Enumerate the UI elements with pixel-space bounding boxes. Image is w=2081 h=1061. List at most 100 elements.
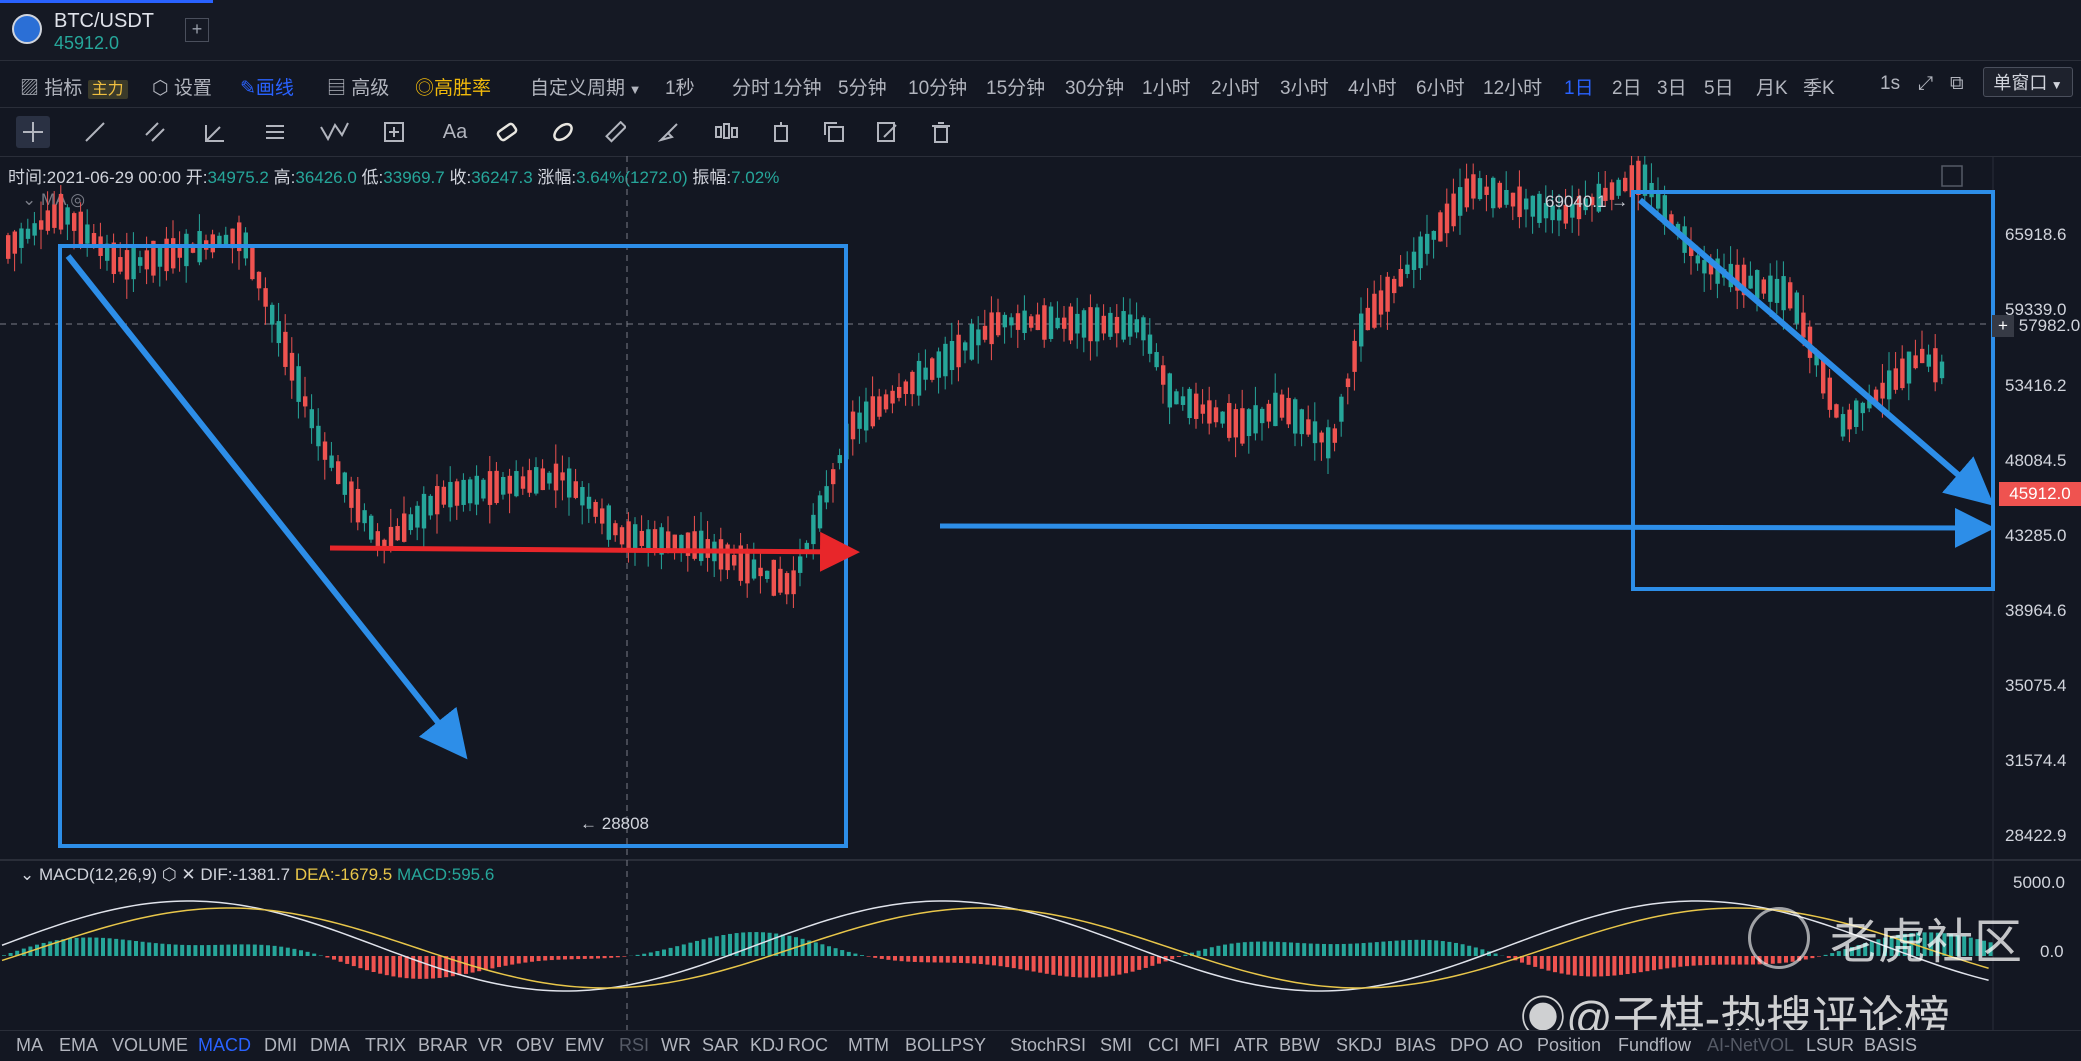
indicator-bbw[interactable]: BBW — [1279, 1035, 1320, 1056]
copy-icon[interactable] — [817, 116, 851, 148]
brush-icon[interactable] — [652, 116, 686, 148]
indicator-obv[interactable]: OBV — [516, 1035, 554, 1056]
custom-period-dropdown[interactable]: 自定义周期 ▼ — [530, 73, 642, 100]
collapse-icon[interactable]: ⌄ — [20, 865, 39, 884]
candle-body — [897, 387, 901, 398]
text-icon[interactable]: Aa — [438, 116, 472, 148]
indicator-dma[interactable]: DMA — [310, 1035, 350, 1056]
period-11[interactable]: 6小时 — [1416, 73, 1465, 100]
indicator-position[interactable]: Position — [1537, 1035, 1601, 1056]
win-rate-button[interactable]: ◎高胜率 — [415, 73, 491, 100]
support-arrow-blue[interactable] — [940, 526, 1985, 528]
parallel-lines-icon[interactable] — [138, 116, 172, 148]
main-force-tag[interactable]: 主力 — [88, 80, 128, 99]
draw-button[interactable]: ✎画线 — [240, 73, 294, 100]
indicator-cci[interactable]: CCI — [1148, 1035, 1179, 1056]
indicator-lsur[interactable]: LSUR — [1806, 1035, 1854, 1056]
period-13[interactable]: 1日 — [1564, 73, 1594, 100]
indicator-rsi[interactable]: RSI — [619, 1035, 649, 1056]
seconds-button[interactable]: 1s — [1880, 73, 1900, 95]
close-icon[interactable]: ✕ — [181, 865, 195, 884]
expand-icon[interactable] — [1942, 166, 1962, 186]
trash-icon[interactable] — [924, 116, 958, 148]
indicator-ma[interactable]: MA — [16, 1035, 43, 1056]
indicator-dmi[interactable]: DMI — [264, 1035, 297, 1056]
settings-button[interactable]: ⬡ 设置 — [152, 73, 212, 100]
advanced-button[interactable]: ▤ 高级 — [327, 73, 389, 100]
macd-bar — [1302, 943, 1306, 956]
screenshot-icon[interactable]: ⧉ — [1950, 73, 1964, 95]
indicator-basis[interactable]: BASIS — [1864, 1035, 1917, 1056]
indicator-dpo[interactable]: DPO — [1450, 1035, 1489, 1056]
indicator-stochrsi[interactable]: StochRSI — [1010, 1035, 1086, 1056]
position-icon[interactable] — [764, 116, 798, 148]
trend-arrow-left[interactable] — [68, 256, 460, 750]
indicator-atr[interactable]: ATR — [1234, 1035, 1269, 1056]
period-8[interactable]: 2小时 — [1211, 73, 1260, 100]
indicator-wr[interactable]: WR — [661, 1035, 691, 1056]
period-9[interactable]: 3小时 — [1280, 73, 1329, 100]
indicators-button[interactable]: ▨ 指标 主力 — [20, 73, 128, 100]
period-7[interactable]: 1小时 — [1142, 73, 1191, 100]
indicator-roc[interactable]: ROC — [788, 1035, 828, 1056]
price-chart[interactable]: 69040.1 → ← 28808 5000.0 0.0 — [0, 156, 2081, 1030]
pattern-icon[interactable] — [710, 116, 744, 148]
indicator-kdj[interactable]: KDJ — [750, 1035, 784, 1056]
indicator-bias[interactable]: BIAS — [1395, 1035, 1436, 1056]
period-0[interactable]: 1秒 — [665, 73, 695, 100]
indicator-emv[interactable]: EMV — [565, 1035, 604, 1056]
window-mode-dropdown[interactable]: 单窗口 ▼ — [1983, 67, 2073, 97]
period-3[interactable]: 5分钟 — [838, 73, 887, 100]
indicator-skdj[interactable]: SKDJ — [1336, 1035, 1382, 1056]
indicator-boll[interactable]: BOLL — [905, 1035, 951, 1056]
crosshair-icon[interactable] — [16, 116, 50, 148]
indicator-ema[interactable]: EMA — [59, 1035, 98, 1056]
symbol-name[interactable]: BTC/USDT — [54, 10, 154, 33]
period-1[interactable]: 分时 — [732, 73, 770, 100]
indicator-vr[interactable]: VR — [478, 1035, 503, 1056]
period-15[interactable]: 3日 — [1657, 73, 1687, 100]
candle-body — [1141, 317, 1145, 340]
indicator-sar[interactable]: SAR — [702, 1035, 739, 1056]
indicator-fundflow[interactable]: Fundflow — [1618, 1035, 1691, 1056]
indicator-ai-netvol[interactable]: AI-NetVOL — [1707, 1035, 1794, 1056]
trendline-icon[interactable] — [78, 116, 112, 148]
indicator-brar[interactable]: BRAR — [418, 1035, 468, 1056]
period-5[interactable]: 15分钟 — [986, 73, 1045, 100]
indicator-psy[interactable]: PSY — [950, 1035, 986, 1056]
angle-icon[interactable] — [198, 116, 232, 148]
fullscreen-icon[interactable]: ⤢ — [1918, 73, 1933, 95]
indicator-smi[interactable]: SMI — [1100, 1035, 1132, 1056]
macd-bar — [834, 948, 838, 956]
add-alert-icon[interactable]: + — [1992, 315, 2014, 337]
wave-icon[interactable] — [318, 116, 352, 148]
indicator-trix[interactable]: TRIX — [365, 1035, 406, 1056]
magnet-icon[interactable] — [490, 116, 524, 148]
period-17[interactable]: 月K — [1756, 73, 1788, 100]
indicator-ao[interactable]: AO — [1497, 1035, 1523, 1056]
edit-icon[interactable] — [870, 116, 904, 148]
period-6[interactable]: 30分钟 — [1065, 73, 1124, 100]
indicator-mfi[interactable]: MFI — [1189, 1035, 1220, 1056]
indicator-macd[interactable]: MACD — [198, 1035, 251, 1056]
period-10[interactable]: 4小时 — [1348, 73, 1397, 100]
period-14[interactable]: 2日 — [1612, 73, 1642, 100]
period-2[interactable]: 1分钟 — [773, 73, 822, 100]
period-12[interactable]: 12小时 — [1483, 73, 1542, 100]
period-4[interactable]: 10分钟 — [908, 73, 967, 100]
ruler-icon[interactable] — [598, 116, 632, 148]
measure-icon[interactable] — [377, 116, 411, 148]
macd-bar — [1652, 956, 1656, 970]
macd-bar — [1098, 956, 1102, 977]
indicator-volume[interactable]: VOLUME — [112, 1035, 188, 1056]
lock-icon[interactable] — [546, 116, 580, 148]
indicator-mtm[interactable]: MTM — [848, 1035, 889, 1056]
period-18[interactable]: 季K — [1803, 73, 1835, 100]
candle-body — [857, 413, 861, 429]
period-16[interactable]: 5日 — [1704, 73, 1734, 100]
support-arrow-red[interactable] — [330, 548, 850, 552]
settings-icon[interactable]: ⬡ — [162, 865, 177, 884]
fib-icon[interactable] — [258, 116, 292, 148]
add-tab-button[interactable]: + — [185, 18, 209, 42]
macd-bar — [1401, 940, 1405, 956]
